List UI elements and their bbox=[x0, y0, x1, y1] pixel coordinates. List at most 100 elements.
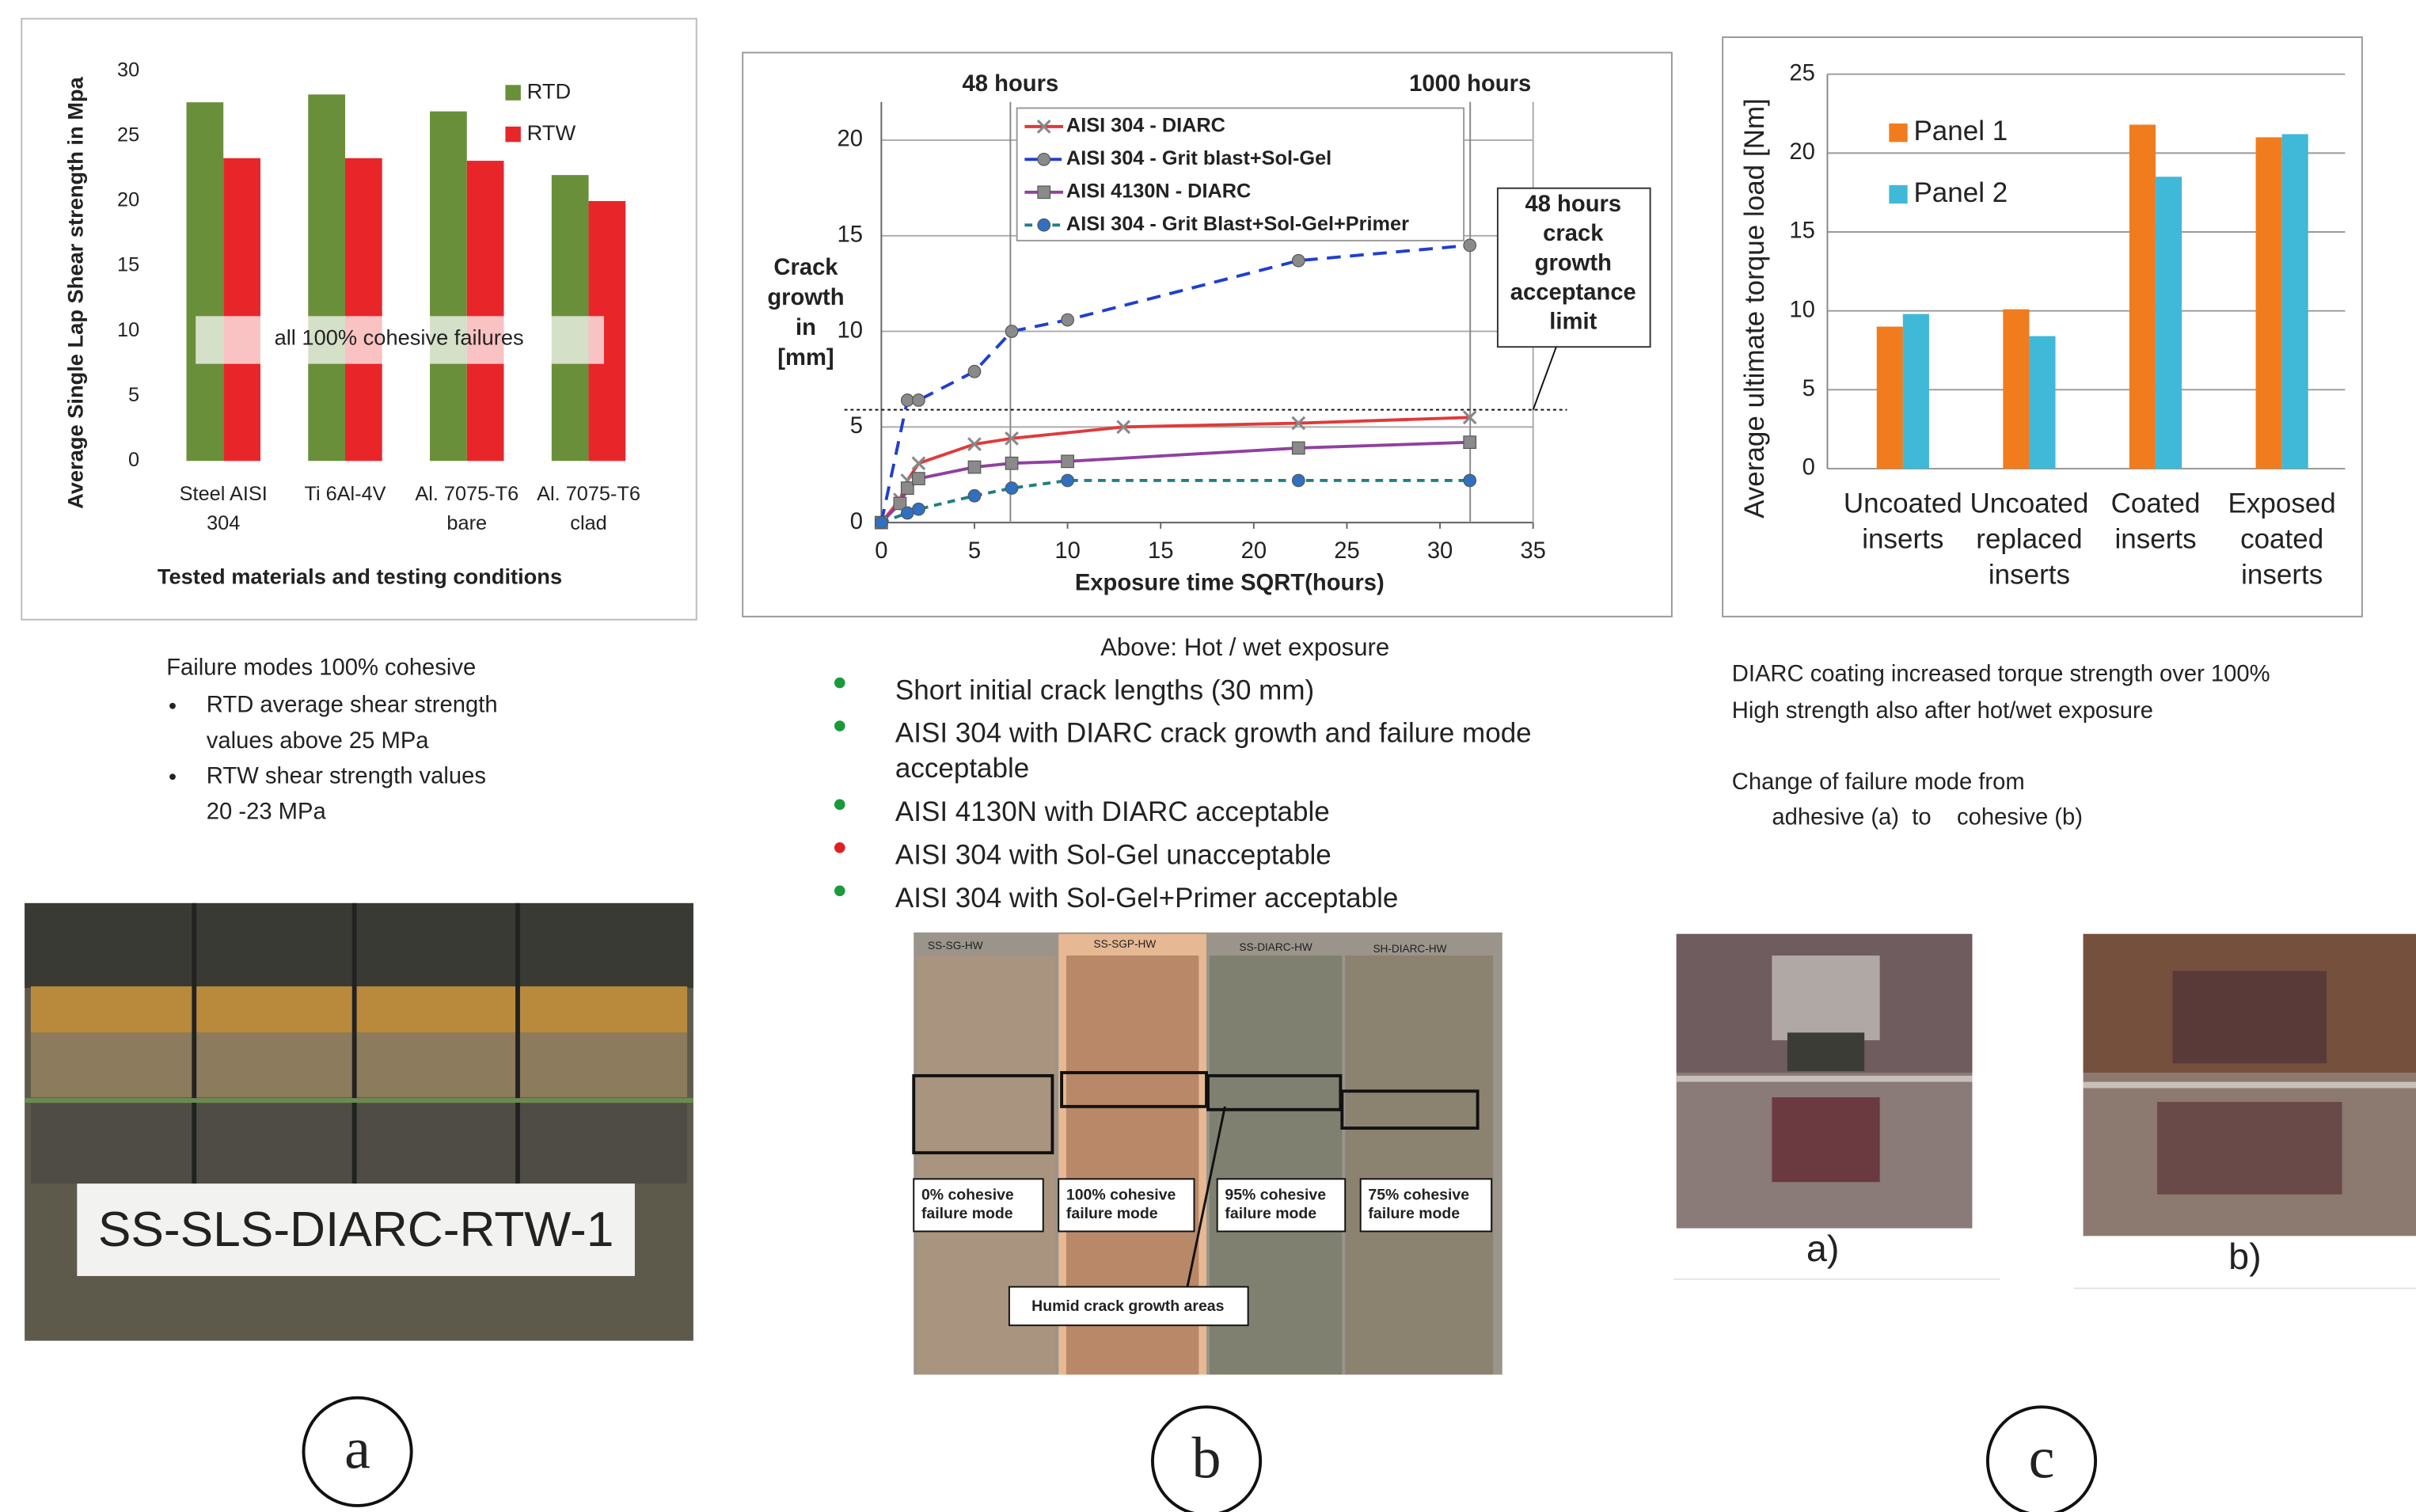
text-line: 100% cohesive bbox=[1066, 1187, 1176, 1204]
photo-label: 100% cohesive failure mode bbox=[1066, 1187, 1176, 1222]
photo-header: SH-DIARC-HW bbox=[1373, 943, 1446, 955]
photo-label: b) bbox=[2228, 1236, 2262, 1277]
text-line: bare bbox=[446, 511, 487, 534]
marker bbox=[912, 472, 925, 485]
bullet bbox=[834, 677, 845, 689]
text-line: Al. 7075-T6 bbox=[415, 483, 519, 505]
marker bbox=[1061, 473, 1074, 488]
legend-label: AISI 304 - DIARC bbox=[1066, 115, 1225, 137]
marker bbox=[1036, 119, 1051, 134]
bar bbox=[2255, 137, 2282, 469]
text-line: 75% cohesive bbox=[1368, 1187, 1469, 1204]
photo-strip bbox=[1345, 955, 1494, 1375]
marker bbox=[967, 460, 982, 474]
label-box bbox=[1216, 1178, 1347, 1233]
text-line: Steel AISI bbox=[180, 483, 268, 505]
x-tick-label: Steel AISI 304 bbox=[180, 483, 268, 534]
x-tick-label: 35 bbox=[1520, 538, 1545, 564]
text-line: values above 25 MPa bbox=[207, 728, 429, 754]
marker bbox=[900, 506, 914, 520]
x-tick-label: Exposed coated inserts bbox=[2228, 488, 2336, 591]
text-line: inserts bbox=[2114, 524, 2196, 555]
bullet bbox=[169, 702, 176, 709]
marker bbox=[1005, 481, 1019, 496]
marker bbox=[1116, 420, 1131, 435]
annotation-box bbox=[1496, 187, 1651, 348]
reference-label: 48 hours bbox=[963, 71, 1059, 97]
text-line: acceptance bbox=[1510, 279, 1636, 305]
marker bbox=[967, 488, 982, 503]
marker bbox=[1463, 238, 1477, 253]
panel-circle bbox=[302, 1396, 413, 1507]
photo-area bbox=[2157, 1101, 2342, 1195]
photo-label: 0% cohesive failure mode bbox=[921, 1187, 1014, 1222]
y-tick-label: 10 bbox=[1789, 297, 1814, 322]
text-line: 48 hours bbox=[1525, 192, 1621, 217]
bar bbox=[2029, 336, 2056, 469]
text-line: inserts bbox=[1989, 560, 2070, 591]
bullet bbox=[834, 842, 845, 853]
text-line: 95% cohesive bbox=[1225, 1187, 1326, 1204]
x-tick-label: 20 bbox=[1241, 538, 1267, 564]
text-line: 20 -23 MPa bbox=[207, 799, 327, 824]
marker bbox=[900, 393, 914, 407]
photo-header: SS-SGP-HW bbox=[1094, 938, 1157, 950]
bar bbox=[345, 158, 382, 462]
legend-swatch bbox=[1889, 123, 1908, 142]
y-axis-label: Average ultimate torque load [Nm] bbox=[1739, 98, 1770, 519]
photo-label: SS-SLS-DIARC-RTW-1 bbox=[98, 1202, 614, 1257]
heading: Failure modes 100% cohesive bbox=[166, 655, 476, 681]
y-tick-label: 0 bbox=[128, 449, 139, 471]
x-tick-label: Coated inserts bbox=[2111, 488, 2201, 555]
text-line: High strength also after hot/wet exposur… bbox=[1732, 698, 2153, 724]
y-tick-label: 5 bbox=[1803, 376, 1815, 401]
legend-swatch bbox=[1889, 184, 1908, 204]
legend-swatch bbox=[505, 126, 521, 142]
y-tick-label: 25 bbox=[1789, 60, 1814, 85]
bullet-text: AISI 304 with DIARC crack growth and fai… bbox=[895, 718, 1532, 784]
bar bbox=[308, 94, 345, 462]
bullet-text: AISI 304 with Sol-Gel+Primer acceptable bbox=[895, 883, 1398, 914]
text-line: growth bbox=[1535, 250, 1612, 275]
bullet-text: RTD average shear strength values above 2… bbox=[207, 692, 498, 753]
bar bbox=[2156, 177, 2182, 469]
x-tick-label: Al. 7075-T6 clad bbox=[537, 483, 640, 534]
x-axis-label: Exposure time SQRT(hours) bbox=[1075, 571, 1385, 596]
text-line: Change of failure mode from bbox=[1732, 769, 2025, 795]
x-tick-label: 0 bbox=[875, 538, 887, 564]
photo: Humid crack growth areas SS-SG-HW SS-SGP-… bbox=[912, 932, 1502, 1375]
text-line: DIARC coating increased torque strength … bbox=[1732, 662, 2270, 687]
photo: SS-SLS-DIARC-RTW-1 bbox=[25, 902, 693, 1341]
text-line: AISI 304 with DIARC crack growth and fai… bbox=[895, 718, 1532, 749]
bullet-list: Short initial crack lengths (30 mm) AISI … bbox=[834, 674, 1532, 914]
text-line: Exposed bbox=[2228, 488, 2336, 519]
bar bbox=[430, 111, 467, 462]
y-tick-label: 0 bbox=[1803, 455, 1815, 481]
highlight-box bbox=[912, 1073, 1054, 1155]
marker bbox=[1061, 454, 1074, 469]
marker bbox=[1291, 416, 1306, 431]
text-line: replaced bbox=[1976, 524, 2082, 555]
photo-area bbox=[30, 986, 688, 1033]
text-line: failure mode bbox=[921, 1205, 1013, 1222]
photo-header: SS-SG-HW bbox=[928, 940, 983, 952]
note-box bbox=[1008, 1286, 1249, 1327]
x-tick-label: Ti 6Al-4V bbox=[304, 483, 386, 505]
bullet bbox=[834, 720, 845, 731]
photo-area bbox=[1787, 1032, 1865, 1072]
bar bbox=[2281, 134, 2308, 469]
text-line: failure mode bbox=[1066, 1205, 1158, 1222]
photo-area bbox=[25, 902, 693, 988]
marker bbox=[1037, 185, 1051, 199]
bar bbox=[186, 102, 224, 462]
x-tick-label: 15 bbox=[1148, 538, 1173, 564]
label-box bbox=[913, 1178, 1044, 1233]
photo-label: 95% cohesive failure mode bbox=[1225, 1187, 1326, 1222]
y-tick-label: 10 bbox=[838, 317, 863, 343]
panel-circle bbox=[1985, 1405, 2098, 1512]
annotation: all 100% cohesive failures bbox=[275, 325, 524, 350]
x-tick-label: 25 bbox=[1334, 538, 1359, 564]
marker bbox=[1005, 325, 1019, 338]
text-line: clad bbox=[570, 511, 606, 534]
y-axis-label: Average Single Lap Shear strength in Mpa bbox=[63, 76, 88, 508]
